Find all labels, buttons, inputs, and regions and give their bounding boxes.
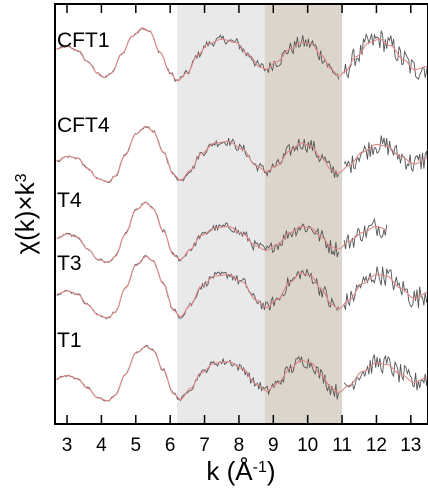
- shaded-regions: [177, 4, 343, 424]
- shaded-region-2: [264, 4, 343, 424]
- series-label-t1: T1: [57, 329, 82, 352]
- x-tick-label-4: 4: [96, 435, 107, 456]
- x-tick-label-12: 12: [366, 435, 387, 456]
- fit-line-t3: [56, 255, 428, 319]
- y-axis-label-sup: 3: [13, 173, 30, 182]
- x-axis-label: k (Å-1): [206, 456, 275, 486]
- fit-line-t4: [56, 201, 387, 264]
- fit-line-cft1: [56, 27, 428, 82]
- x-tick-label-10: 10: [297, 435, 318, 456]
- x-tick-label-8: 8: [234, 435, 245, 456]
- series-label-cft4: CFT4: [57, 114, 110, 137]
- x-axis-label-main: k (Å: [206, 456, 253, 486]
- fit-line-cft4: [56, 125, 428, 183]
- x-tick-label-11: 11: [332, 435, 352, 456]
- shaded-region-1: [177, 4, 265, 424]
- x-tick-label-3: 3: [62, 435, 73, 456]
- series-label-cft1: CFT1: [57, 29, 110, 52]
- y-axis-label: χ(k)×k3: [10, 173, 40, 254]
- fit-line-t1: [56, 345, 428, 402]
- series-label-t4: T4: [57, 189, 82, 212]
- plot-series: [56, 26, 428, 402]
- x-tick-label-5: 5: [130, 435, 141, 456]
- series-labels: CFT1 CFT4 T4 T3 T1: [57, 29, 110, 352]
- x-tick-label-6: 6: [165, 435, 176, 456]
- x-tick-label-13: 13: [400, 435, 421, 456]
- x-axis-ticks: 3 4 5 6 7 8 9 10 11 12 13: [62, 4, 421, 456]
- plot-frame: [54, 3, 428, 425]
- x-tick-label-9: 9: [268, 435, 279, 456]
- x-axis-label-close: ): [267, 456, 276, 486]
- x-axis-label-sup: -1: [253, 459, 267, 476]
- x-tick-label-7: 7: [199, 435, 210, 456]
- series-label-t3: T3: [57, 252, 82, 275]
- y-axis-label-main: χ(k)×k: [10, 181, 40, 254]
